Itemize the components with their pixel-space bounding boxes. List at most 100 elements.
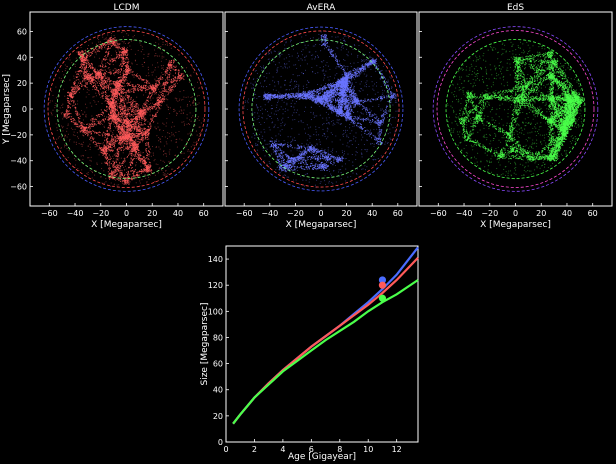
scatter-point bbox=[139, 141, 141, 143]
scatter-point bbox=[127, 180, 129, 182]
scatter-point bbox=[121, 57, 123, 59]
scatter-point bbox=[133, 87, 135, 89]
scatter-point bbox=[164, 79, 166, 81]
scatter-point bbox=[124, 179, 126, 181]
scatter-point bbox=[130, 133, 132, 135]
scatter-point bbox=[120, 172, 123, 174]
scatter-point bbox=[117, 73, 119, 75]
scatter-point bbox=[110, 39, 112, 41]
scatter-point bbox=[128, 69, 130, 71]
scatter-point bbox=[124, 121, 126, 123]
scatter-point bbox=[133, 104, 135, 106]
scatter-point bbox=[164, 70, 166, 72]
scatter-point bbox=[132, 159, 134, 161]
scatter-point bbox=[130, 164, 132, 167]
scatter-point bbox=[133, 145, 135, 148]
scatter-point bbox=[123, 145, 125, 147]
scatter-point bbox=[122, 77, 125, 79]
scatter-point bbox=[74, 119, 76, 121]
scatter-point bbox=[168, 76, 170, 79]
scatter-point bbox=[113, 137, 115, 139]
scatter-point bbox=[127, 107, 129, 109]
scatter-point bbox=[105, 153, 107, 155]
scatter-point bbox=[161, 76, 163, 78]
scatter-point bbox=[109, 88, 111, 90]
scatter-point bbox=[117, 165, 119, 167]
scatter-point bbox=[127, 72, 129, 74]
scatter-point bbox=[125, 121, 127, 123]
scatter-point bbox=[128, 120, 130, 122]
scatter-point bbox=[125, 147, 127, 149]
scatter-point bbox=[125, 98, 127, 100]
scatter-point bbox=[96, 88, 98, 90]
scatter-point bbox=[157, 106, 159, 108]
scatter-point bbox=[167, 68, 169, 70]
scatter-point bbox=[124, 64, 126, 67]
scatter-point bbox=[72, 121, 74, 123]
scatter-point bbox=[167, 81, 169, 83]
scatter-point bbox=[119, 166, 121, 168]
scatter-point bbox=[143, 84, 145, 86]
scatter-point bbox=[114, 108, 116, 110]
scatter-point bbox=[138, 109, 140, 112]
scatter-point bbox=[121, 65, 124, 67]
scatter-point bbox=[113, 117, 115, 119]
scatter-point bbox=[104, 91, 107, 93]
scatter-point bbox=[120, 149, 122, 151]
scatter-point bbox=[86, 73, 88, 75]
scatter-point bbox=[127, 61, 129, 64]
scatter-point bbox=[160, 105, 162, 107]
scatter-point bbox=[143, 87, 145, 89]
scatter-point bbox=[127, 171, 130, 173]
scatter-point bbox=[116, 104, 118, 106]
scatter-point bbox=[147, 130, 149, 133]
scatter-point bbox=[116, 96, 118, 98]
scatter-point bbox=[120, 81, 122, 83]
scatter-point bbox=[168, 60, 170, 62]
scatter-point bbox=[120, 178, 122, 180]
scatter-point bbox=[120, 108, 122, 110]
scatter-point bbox=[138, 124, 140, 126]
scatter-point bbox=[122, 114, 124, 116]
scatter-point bbox=[97, 73, 99, 75]
scatter-point bbox=[118, 155, 120, 157]
scatter-point bbox=[118, 148, 120, 150]
scatter-point bbox=[143, 170, 145, 173]
scatter-point bbox=[122, 101, 124, 103]
scatter-point bbox=[114, 137, 116, 139]
scatter-point bbox=[117, 45, 119, 47]
scatter-point bbox=[119, 65, 121, 67]
scatter-point bbox=[146, 142, 148, 144]
scatter-point bbox=[85, 71, 87, 73]
scatter-point bbox=[141, 119, 143, 121]
scatter-point bbox=[143, 111, 145, 113]
scatter-point bbox=[102, 64, 104, 66]
scatter-point bbox=[153, 115, 155, 118]
scatter-point bbox=[146, 105, 148, 107]
scatter-point bbox=[140, 160, 142, 162]
scatter-point bbox=[134, 139, 136, 141]
scatter-point bbox=[102, 78, 104, 80]
scatter-point bbox=[148, 150, 150, 152]
scatter-point bbox=[86, 69, 88, 71]
scatter-point bbox=[72, 92, 74, 94]
scatter-point bbox=[74, 84, 76, 87]
scatter-point bbox=[132, 120, 134, 122]
scatter-point bbox=[138, 153, 140, 155]
scatter-point bbox=[121, 91, 123, 93]
scatter-point bbox=[96, 87, 98, 89]
scatter-point bbox=[136, 115, 138, 117]
scatter-point bbox=[181, 73, 183, 75]
scatter-point bbox=[169, 72, 171, 74]
scatter-point bbox=[82, 128, 84, 130]
scatter-point bbox=[115, 57, 117, 59]
scatter-point bbox=[107, 157, 109, 159]
scatter-point bbox=[127, 100, 129, 102]
scatter-point bbox=[144, 102, 146, 104]
scatter-point bbox=[97, 79, 99, 81]
scatter-point bbox=[151, 107, 153, 110]
scatter-point bbox=[164, 96, 166, 98]
scatter-point bbox=[127, 58, 129, 60]
scatter-point bbox=[74, 93, 76, 95]
scatter-point bbox=[96, 76, 98, 78]
